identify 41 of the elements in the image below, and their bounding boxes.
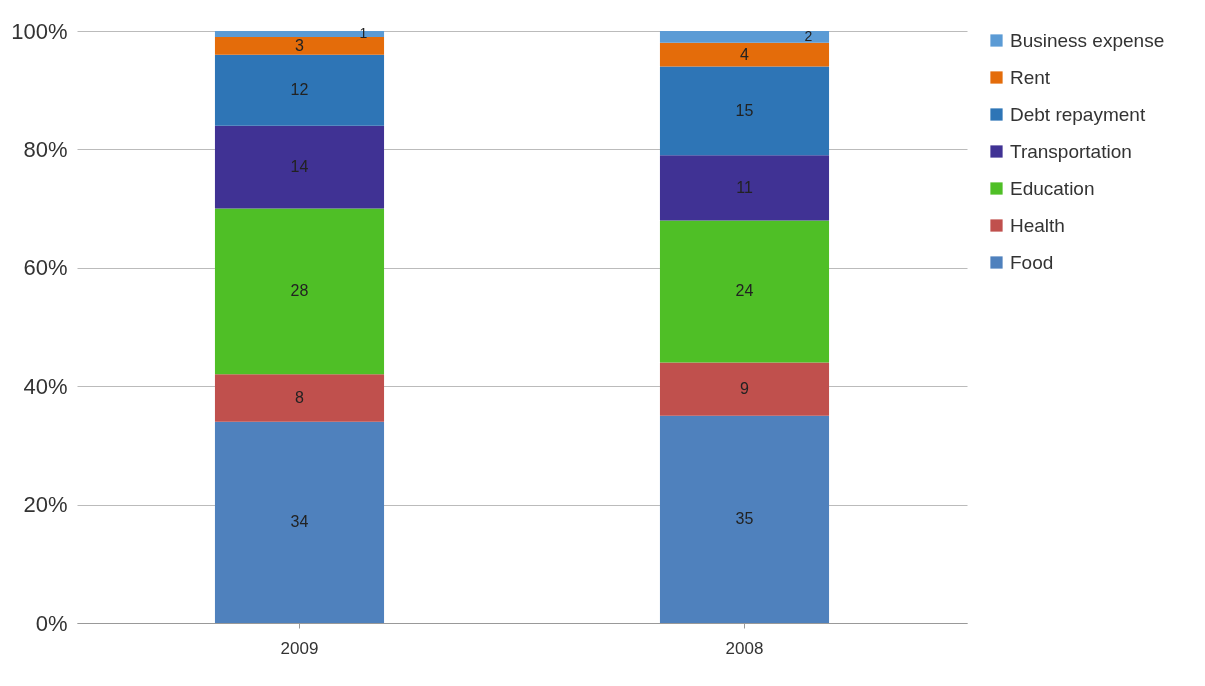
data-label: 34 [290, 513, 309, 531]
bar [659, 155, 830, 221]
legend-label: Rent [1010, 66, 1051, 88]
y-tick-label: 40% [23, 373, 68, 399]
bar [214, 208, 385, 375]
y-tick-label: 80% [23, 136, 68, 162]
x-tick-label: 2009 [280, 638, 319, 658]
bar [659, 42, 830, 67]
y-tick-label: 100% [11, 18, 68, 44]
legend-label: Debt repayment [1010, 103, 1146, 125]
data-label: 35 [735, 510, 754, 528]
data-label: 9 [740, 380, 750, 398]
data-label: 14 [290, 158, 309, 176]
y-tick-label: 0% [35, 610, 68, 636]
legend-label: Education [1010, 177, 1095, 199]
bar [659, 362, 830, 416]
y-tick-label: 20% [23, 492, 68, 518]
legend-label: Food [1010, 251, 1054, 273]
data-label: 4 [740, 45, 750, 63]
data-label: 2 [804, 27, 813, 44]
data-label: 8 [295, 389, 305, 407]
data-label: 3 [295, 36, 305, 54]
bar [214, 421, 385, 623]
x-tick-label: 2008 [725, 638, 764, 658]
bar [214, 54, 385, 126]
bar [659, 415, 830, 623]
bar [659, 31, 830, 43]
bar [659, 66, 830, 156]
legend-label: Transportation [1010, 140, 1132, 162]
bar [214, 125, 385, 209]
bar [214, 36, 385, 55]
legend-label: Health [1010, 214, 1065, 236]
y-tick-label: 60% [23, 255, 68, 281]
data-label: 28 [290, 282, 309, 300]
data-label: 15 [735, 101, 754, 119]
bar [659, 220, 830, 363]
data-label: 24 [735, 282, 754, 300]
data-label: 12 [290, 81, 309, 99]
data-label: 11 [736, 178, 753, 196]
legend-label: Business expense [1010, 29, 1165, 51]
bar [214, 374, 385, 422]
